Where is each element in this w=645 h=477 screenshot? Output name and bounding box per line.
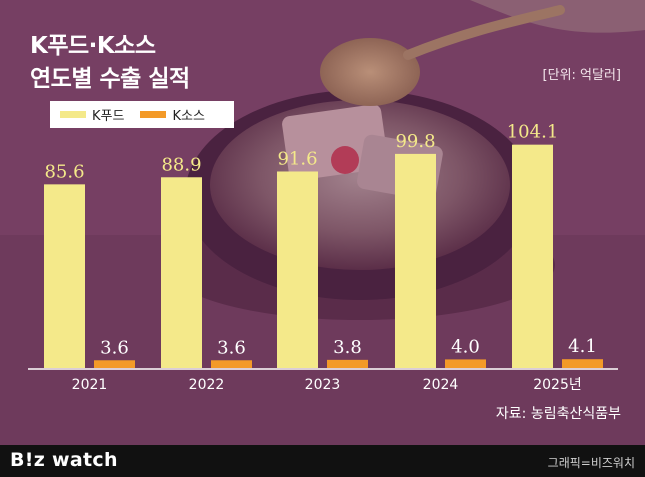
data-label-ksauce-1: 3.6: [217, 337, 246, 358]
unit-label: [단위: 억달러]: [542, 68, 621, 83]
source-note: 자료: 농림축산식품부: [495, 406, 621, 422]
x-tick-label-3: 2024: [423, 377, 459, 393]
bar-kfood-0: [44, 184, 85, 368]
bar-ksauce-4: [562, 359, 603, 368]
legend: K푸드 K소스: [50, 101, 234, 128]
bizwatch-logo: B!z watch: [10, 449, 118, 471]
legend-label-ksauce: K소스: [172, 109, 205, 124]
x-tick-label-4: 2025년: [533, 377, 582, 393]
bar-chart: 85.6 3.6 2021 88.9 3.6 2022 91.6 3.8 2023 99.8 4.0…: [28, 122, 618, 393]
x-tick-label-2: 2023: [305, 377, 341, 393]
legend-label-kfood: K푸드: [92, 109, 125, 124]
x-tick-label-1: 2022: [189, 377, 225, 393]
data-label-ksauce-3: 4.0: [451, 336, 480, 357]
footer-bar: B!z watch 그래픽=비즈워치: [0, 445, 645, 477]
legend-swatch-ksauce: [140, 111, 167, 118]
legend-item-ksauce: K소스: [140, 105, 205, 124]
data-label-kfood-1: 88.9: [161, 154, 201, 175]
bar-kfood-1: [161, 177, 202, 368]
data-label-kfood-2: 91.6: [277, 148, 317, 169]
bar-ksauce-0: [94, 360, 135, 368]
bar-ksauce-2: [327, 359, 368, 368]
data-label-ksauce-2: 3.8: [333, 337, 362, 358]
bar-kfood-2: [277, 171, 318, 368]
graphic-credit: 그래픽=비즈워치: [547, 456, 635, 470]
x-tick-label-0: 2021: [72, 377, 108, 393]
legend-swatch-kfood: [60, 111, 86, 118]
data-label-kfood-3: 99.8: [395, 131, 435, 152]
bar-kfood-3: [395, 153, 436, 368]
data-label-ksauce-4: 4.1: [568, 336, 597, 357]
data-label-kfood-4: 104.1: [507, 122, 559, 143]
bar-kfood-4: [512, 144, 553, 368]
data-label-ksauce-0: 3.6: [100, 337, 129, 358]
legend-item-kfood: K푸드: [60, 105, 124, 124]
bar-ksauce-3: [445, 359, 486, 368]
data-label-kfood-0: 85.6: [44, 161, 84, 182]
chart-title-line1: K푸드·K소스: [30, 33, 156, 59]
bar-ksauce-1: [211, 360, 252, 368]
chart-title-line2: 연도별 수출 실적: [30, 66, 190, 92]
